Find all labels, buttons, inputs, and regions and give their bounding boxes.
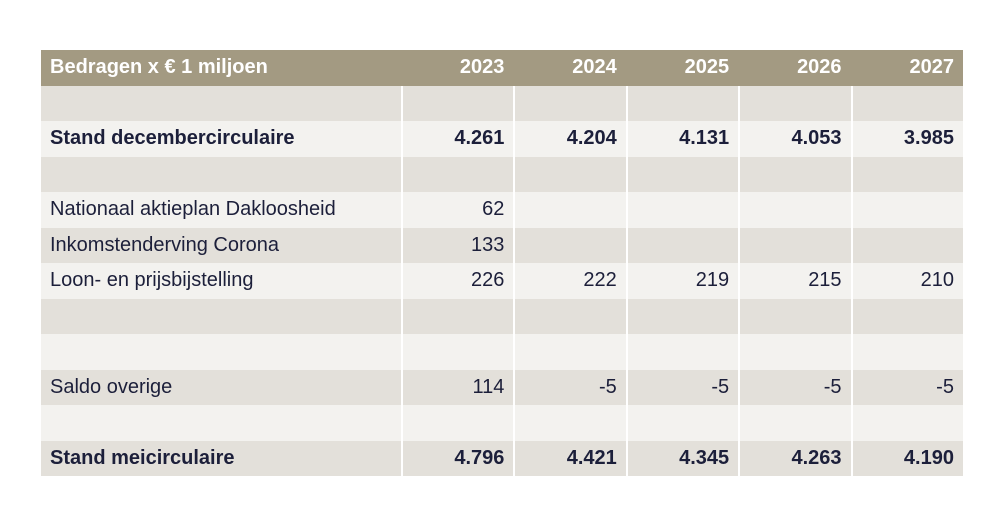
row-label [41,157,401,193]
row-value [513,192,625,228]
row-value [513,156,625,192]
row-value [625,192,738,228]
row-value: 4.131 [625,121,738,157]
row-value [625,85,738,121]
row-label [41,299,401,335]
row-value: 3.985 [850,121,963,157]
row-value [625,298,738,334]
row-value [401,405,513,441]
row-label: Loon- en prijsbijstelling [50,269,254,292]
row-value [625,156,738,192]
row-value: 210 [850,263,963,299]
row-value [738,156,850,192]
row-value: 219 [625,263,738,299]
row-label: Nationaal aktieplan Dakloosheid [50,198,336,221]
row-value [625,334,738,370]
row-value [738,405,850,441]
header-year: 2023 [459,56,505,79]
row-label [41,86,401,122]
row-value [738,85,850,121]
row-value: 226 [401,263,513,299]
table-row [41,156,963,193]
row-value: 215 [738,263,850,299]
row-value [625,227,738,263]
row-value: 4.421 [513,440,625,476]
row-label: Saldo overige [50,375,173,398]
row-value: -5 [738,369,850,405]
row-value: -5 [513,369,625,405]
row-label: Stand decembercirculaire [50,127,295,150]
table-row [41,298,963,335]
row-value [738,192,850,228]
table-body: Stand decembercirculaire 4.261 4.204 4.131 4… [41,85,963,476]
row-value: 4.263 [738,440,850,476]
row-value: 4.261 [401,121,513,157]
table-row [41,405,963,441]
row-value [850,298,963,334]
row-value [625,405,738,441]
row-value [513,227,625,263]
row-value: 4.204 [513,121,625,157]
table-row: Saldo overige 114 -5 -5 -5 -5 [41,369,963,405]
row-value [513,85,625,121]
row-value [738,298,850,334]
table-row: Inkomstenderving Corona 133 [41,227,963,263]
table-row: Loon- en prijsbijstelling 226 222 219 215 210 [41,263,963,299]
row-value: 4.796 [401,440,513,476]
row-label: Inkomstenderving Corona [50,233,280,256]
table-row [41,85,963,122]
row-value [401,298,513,334]
row-value: -5 [625,369,738,405]
row-value [513,334,625,370]
row-value [401,156,513,192]
row-value [513,405,625,441]
row-label [41,405,401,441]
row-value: -5 [850,369,963,405]
row-value: 62 [401,192,513,228]
row-value: 114 [401,369,513,405]
row-value [850,405,963,441]
row-value [850,227,963,263]
row-value [850,334,963,370]
row-value [513,298,625,334]
row-value [850,85,963,121]
row-value [401,334,513,370]
row-value [850,156,963,192]
header-year: 2024 [572,56,617,79]
row-value: 4.190 [850,440,963,476]
header-label: Bedragen x € 1 miljoen [50,56,268,79]
table-row: Stand decembercirculaire 4.261 4.204 4.131 4… [41,121,963,157]
row-value [738,334,850,370]
row-value [850,192,963,228]
row-label: Stand meicirculaire [50,446,235,469]
table-row: Nationaal aktieplan Dakloosheid 62 [41,192,963,228]
budget-table: Bedragen x € 1 miljoen 2023 2024 2025 20… [41,50,963,476]
header-year: 2027 [909,56,954,79]
row-value [738,227,850,263]
table-row: Stand meicirculaire 4.796 4.421 4.345 4.263 4… [41,440,963,476]
row-label [41,334,401,370]
header-year: 2026 [797,56,842,79]
row-value [401,85,513,121]
table-row [41,334,963,370]
row-value: 4.345 [625,440,738,476]
row-value: 4.053 [738,121,850,157]
row-value: 222 [513,263,625,299]
table-header-row: Bedragen x € 1 miljoen 2023 2024 2025 20… [41,50,963,86]
row-value: 133 [401,227,513,263]
header-year: 2025 [684,56,730,79]
